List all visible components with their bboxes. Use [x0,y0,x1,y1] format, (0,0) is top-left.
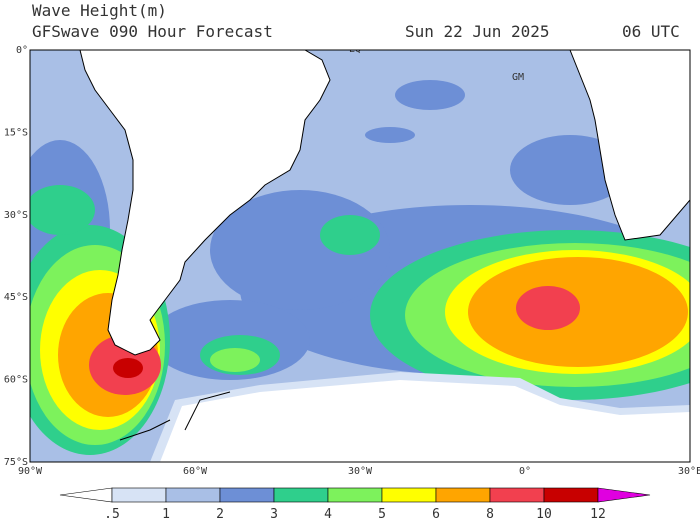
map: EQ GM [30,44,690,462]
colorbar-box [165,487,221,503]
antarctica [160,380,690,462]
colorbar-box [381,487,437,503]
colorbar-box [327,487,383,503]
south-america [79,50,331,356]
colorbar-box [273,487,329,503]
colorbar-box [219,487,275,503]
colorbar-label: 10 [536,507,552,522]
lat-label: 30°S [4,210,28,221]
map-label: GM [512,72,524,83]
map-frame [29,49,691,463]
colorbar-max [597,487,651,503]
lon-label: 30°E [678,466,700,477]
colorbar-label: .5 [104,507,120,522]
colorbar-label: 3 [270,507,278,522]
time: 06 UTC [622,22,680,41]
colorbar-label: 1 [162,507,170,522]
title: Wave Height(m) [32,1,167,20]
colorbar-box [111,487,167,503]
axes: 0° 15°S 30°S 45°S 60°S 75°S90°W 60°W 30°W 0° 30°E [4,45,700,477]
lat-label: 75°S [4,457,28,468]
colorbar-label: 8 [486,507,494,522]
colorbar-label: 5 [378,507,386,522]
lon-label: 0° [519,466,531,477]
map-label: EQ [349,44,361,55]
lat-label: 15°S [4,127,28,138]
date: Sun 22 Jun 2025 [405,22,550,41]
colorbar: .5 1 2 3 4 5 6 8 10 12 [59,487,651,522]
colorbar-label: 12 [590,507,606,522]
colorbar-label: 4 [324,507,332,522]
colorbar-label: 6 [432,507,440,522]
africa [569,50,690,241]
lon-label: 60°W [183,466,208,477]
lon-label: 90°W [18,466,43,477]
lat-label: 60°S [4,375,28,386]
lat-label: 0° [16,45,28,56]
colorbar-box [489,487,545,503]
coastline [119,391,231,441]
lon-label: 30°W [348,466,373,477]
colorbar-box [435,487,491,503]
colorbar-box [543,487,599,503]
subtitle: GFSwave 090 Hour Forecast [32,22,273,41]
colorbar-min [59,487,113,503]
lat-label: 45°S [4,292,28,303]
colorbar-label: 2 [216,507,224,522]
wave-field-10 [113,358,143,378]
